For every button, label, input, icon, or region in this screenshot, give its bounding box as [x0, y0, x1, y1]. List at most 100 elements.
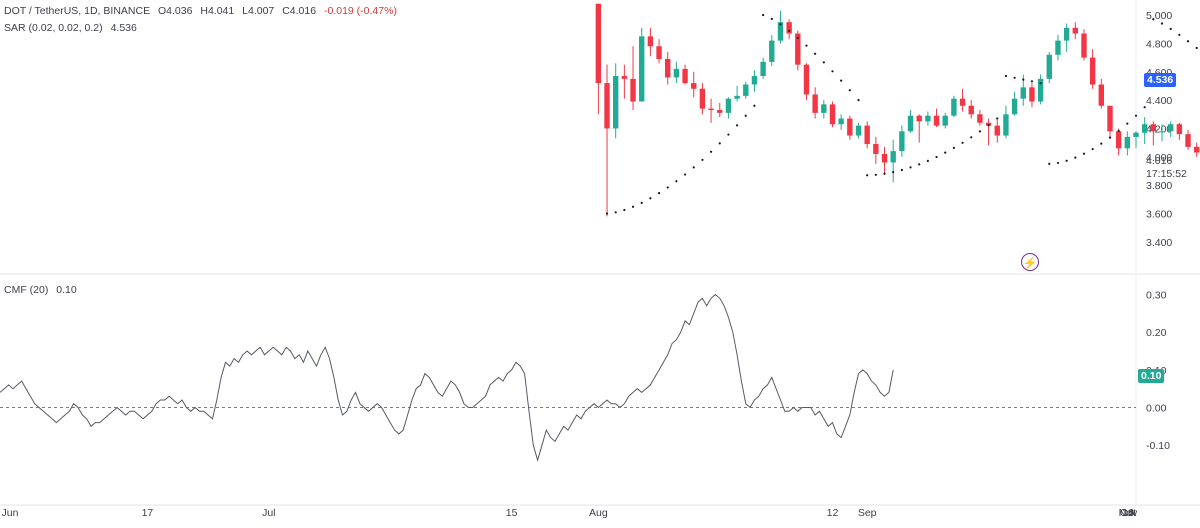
- candle-body: [951, 98, 957, 116]
- sar-dot: [1004, 74, 1008, 78]
- sar-dot: [1013, 76, 1016, 79]
- candle-body: [717, 110, 723, 113]
- sar-dot: [744, 114, 747, 117]
- candle-body: [968, 105, 974, 115]
- sar-dot: [631, 205, 635, 208]
- price-axis-tick-label: 4.400: [1146, 95, 1172, 107]
- candle-body: [1176, 124, 1183, 135]
- sar-dot: [1048, 162, 1051, 165]
- sar-dot: [1117, 129, 1120, 132]
- sar-dot: [831, 70, 834, 73]
- candle-body: [977, 114, 983, 123]
- candle-body: [803, 64, 810, 95]
- time-axis-tick-label: Jul: [262, 507, 275, 519]
- sar-dot: [1030, 80, 1034, 83]
- price-axis-tick-label: 3.600: [1146, 208, 1172, 220]
- cmf-value: 0.10: [56, 284, 77, 296]
- candle-body: [881, 153, 888, 163]
- candle-body: [873, 144, 879, 154]
- candle-body: [743, 84, 749, 96]
- sar-dot: [848, 89, 851, 92]
- candle-body: [1115, 131, 1122, 149]
- sar-dot: [822, 61, 825, 64]
- sar-dot: [796, 36, 799, 40]
- sar-dot: [952, 146, 955, 150]
- sar-dot: [1065, 159, 1068, 162]
- candle-body: [1063, 27, 1070, 41]
- candle-body: [959, 98, 966, 106]
- candle-body: [725, 98, 732, 113]
- sar-dot: [675, 180, 678, 183]
- candle-body: [933, 115, 940, 126]
- cmf-value-badge: 0.10: [1138, 369, 1165, 383]
- sar-dot: [970, 136, 973, 139]
- sar-dot: [640, 201, 643, 204]
- sar-dot: [727, 133, 730, 136]
- high-value: H4.041: [200, 5, 235, 17]
- candle-body: [1011, 98, 1018, 115]
- candle-body: [1185, 134, 1191, 147]
- sar-dot: [649, 197, 652, 200]
- time-axis-tick-label: 17: [142, 507, 154, 519]
- price-legend: DOT / TetherUS, 1D, BINANCE O4.036 H4.04…: [4, 5, 402, 17]
- sar-legend: SAR (0.02, 0.02, 0.2) 4.536: [4, 22, 142, 34]
- open-value: O4.036: [158, 5, 193, 17]
- sar-dot: [1143, 106, 1146, 109]
- candle-body: [1159, 131, 1165, 133]
- sar-dot: [1108, 136, 1112, 139]
- sar-dot: [944, 151, 947, 154]
- candle-body: [786, 22, 792, 34]
- candle-body: [925, 115, 931, 122]
- sar-dot: [1178, 33, 1181, 36]
- cmf-axis-tick-label: -0.10: [1146, 440, 1170, 452]
- candle-body: [994, 125, 1000, 136]
- candle-body: [838, 118, 844, 125]
- candle-body: [907, 115, 914, 132]
- sar-dot: [701, 158, 704, 161]
- sar-dot: [718, 142, 721, 145]
- candle-body: [942, 115, 948, 126]
- candle-body: [1029, 87, 1035, 102]
- candle-body: [1037, 78, 1044, 102]
- low-value: L4.007: [242, 5, 275, 17]
- sar-value: 4.536: [110, 22, 137, 34]
- sar-dot: [978, 130, 982, 133]
- sar-dot: [1022, 78, 1025, 81]
- sar-dot: [926, 159, 929, 162]
- sar-dot: [1160, 22, 1164, 25]
- sar-dot: [692, 166, 695, 169]
- sar-dot: [1082, 152, 1086, 155]
- lightning-icon[interactable]: ⚡: [1021, 253, 1039, 271]
- sar-dot: [605, 212, 609, 215]
- price-axis-tick-label: 3.400: [1146, 237, 1172, 249]
- candle-body: [1020, 87, 1026, 99]
- candle-body: [1072, 27, 1078, 34]
- sar-dot: [1100, 142, 1103, 145]
- sar-dot: [805, 44, 808, 47]
- sar-dot: [840, 79, 843, 82]
- time-axis-tick-label: Jun: [2, 507, 19, 519]
- sar-dot: [666, 186, 669, 189]
- candle-body: [751, 76, 758, 85]
- cmf-label: CMF (20): [4, 284, 49, 296]
- cmf-legend: CMF (20) 0.10: [4, 284, 82, 296]
- candle-body: [890, 151, 896, 163]
- sar-dot: [935, 155, 938, 159]
- candle-body: [682, 68, 688, 84]
- symbol-label: DOT / TetherUS, 1D, BINANCE: [4, 5, 151, 17]
- sar-dot: [1169, 27, 1172, 30]
- candle-body: [613, 76, 619, 129]
- sar-dot: [1152, 18, 1155, 21]
- candle-body: [1089, 57, 1096, 85]
- sar-dot: [1126, 122, 1129, 125]
- sar-dot: [614, 211, 617, 214]
- time-axis-tick-label: 12: [827, 507, 839, 519]
- cmf-axis-tick-label: 0.30: [1146, 290, 1167, 302]
- candle-body: [639, 36, 645, 102]
- sar-dot: [857, 99, 860, 102]
- candle-body: [1141, 124, 1148, 133]
- cmf-axis-tick-label: 0.00: [1146, 403, 1167, 415]
- candle-body: [847, 118, 853, 136]
- sar-dot: [735, 124, 739, 127]
